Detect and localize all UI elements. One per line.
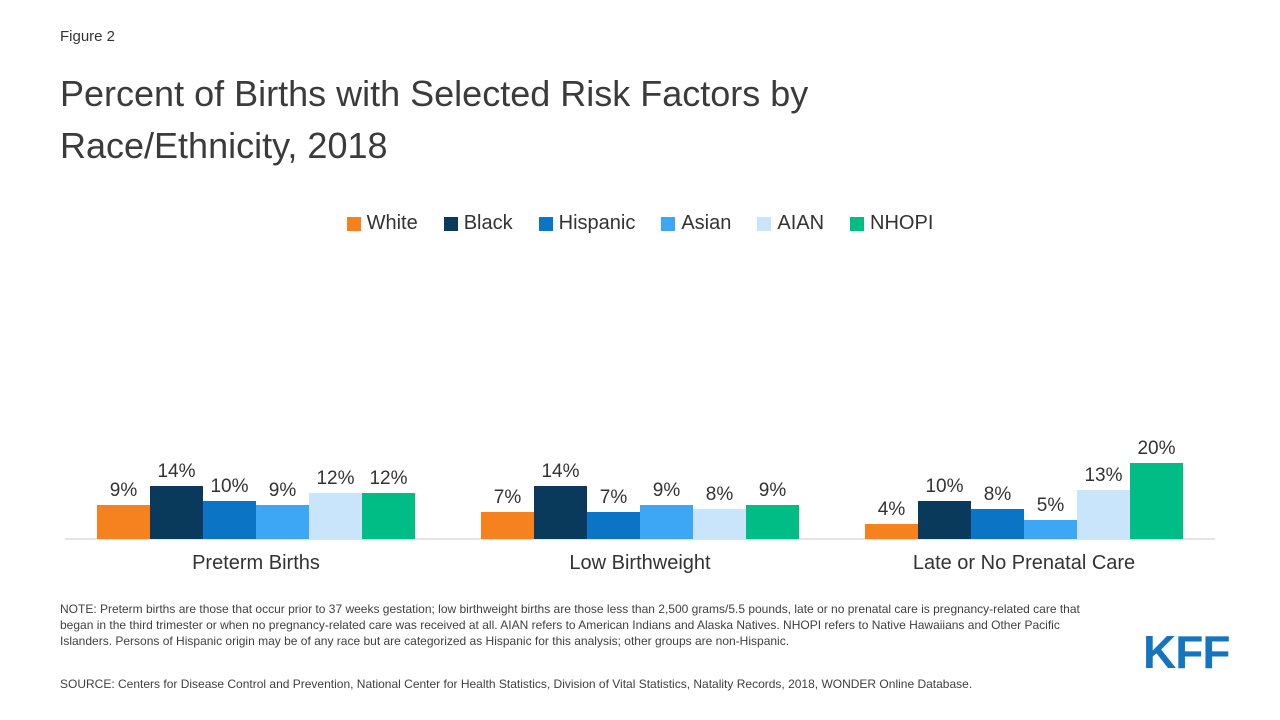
bar-white-1: 9% [97, 480, 150, 539]
bar-group-1: 9% 14% 10% 9% 12% 12% [97, 461, 415, 539]
legend-label: Black [463, 212, 513, 234]
bar-nhopi-3: 20% [1130, 438, 1183, 539]
bar-hispanic-2: 7% [587, 487, 640, 539]
legend-label: Asian [681, 212, 732, 234]
bar-rect [587, 512, 640, 539]
bar-aian-1: 12% [309, 468, 362, 539]
chart-legend: White Black Hispanic Asian AIAN NHOPI [0, 212, 1280, 235]
bar-black-3: 10% [918, 476, 971, 539]
bar-value-label: 10% [925, 476, 964, 497]
bar-rect [971, 508, 1024, 539]
bar-hispanic-3: 8% [971, 484, 1024, 539]
bar-value-label: 8% [983, 483, 1012, 505]
bar-value-label: 9% [268, 479, 297, 501]
legend-swatch-icon [661, 216, 676, 231]
bar-chart: 9% 14% 10% 9% 12% 12% 7% 14% 7% 9% 8% 9% 4% 10% 8% 5% 13… [65, 410, 1215, 540]
bar-value-label: 14% [541, 460, 580, 482]
legend-swatch-icon [538, 216, 553, 231]
bar-rect [1130, 463, 1183, 539]
bar-value-label: 7% [599, 487, 628, 509]
bar-value-label: 10% [210, 476, 249, 497]
bar-value-label: 20% [1137, 438, 1176, 459]
bar-rect [693, 508, 746, 539]
bar-asian-2: 9% [640, 480, 693, 539]
category-axis-labels: Preterm Births Low Birthweight Late or No … [65, 552, 1215, 582]
category-label-3: Late or No Prenatal Care [912, 552, 1136, 574]
bar-rect [150, 485, 203, 539]
bar-rect [362, 493, 415, 539]
bar-rect [481, 512, 534, 539]
bar-white-3: 4% [865, 499, 918, 539]
figure-number-label: Figure 2 [60, 28, 116, 45]
bar-value-label: 14% [157, 460, 196, 482]
legend-swatch-icon [443, 216, 458, 231]
bar-aian-2: 8% [693, 484, 746, 539]
bar-value-label: 9% [652, 479, 681, 501]
legend-item-nhopi: NHOPI [850, 212, 933, 235]
bar-group-3: 4% 10% 8% 5% 13% 20% [865, 438, 1183, 539]
category-label-1: Preterm Births [192, 552, 320, 574]
bar-hispanic-1: 10% [203, 476, 256, 539]
bar-value-label: 9% [758, 479, 787, 501]
x-axis-line [65, 538, 1215, 540]
legend-item-white: White [346, 212, 418, 235]
bar-rect [1024, 520, 1077, 539]
legend-item-black: Black [443, 212, 513, 235]
legend-swatch-icon [850, 216, 865, 231]
legend-label: NHOPI [870, 212, 934, 234]
bar-rect [309, 493, 362, 539]
bar-value-label: 7% [493, 487, 522, 509]
bar-rect [918, 501, 971, 539]
page-title: Percent of Births with Selected Risk Fac… [60, 73, 809, 167]
bar-aian-3: 13% [1077, 465, 1130, 539]
bar-black-2: 14% [534, 461, 587, 539]
bar-rect [865, 523, 918, 539]
bar-value-label: 12% [369, 468, 408, 490]
bar-nhopi-1: 12% [362, 468, 415, 539]
legend-label: White [366, 212, 418, 234]
bar-rect [640, 504, 693, 539]
bar-group-2: 7% 14% 7% 9% 8% 9% [481, 461, 799, 539]
bar-asian-3: 5% [1024, 495, 1077, 539]
legend-label: AIAN [777, 212, 825, 234]
category-label-2: Low Birthweight [569, 552, 711, 574]
legend-item-aian: AIAN [757, 212, 824, 235]
legend-swatch-icon [757, 216, 772, 231]
kff-logo: KFF [1143, 626, 1230, 678]
note-text: NOTE: Preterm births are those that occu… [60, 602, 1080, 648]
bar-asian-1: 9% [256, 480, 309, 539]
bar-white-2: 7% [481, 487, 534, 539]
legend-item-hispanic: Hispanic [538, 212, 636, 235]
bar-value-label: 13% [1084, 464, 1123, 486]
bar-rect [97, 504, 150, 539]
bar-value-label: 8% [705, 483, 734, 505]
bar-nhopi-2: 9% [746, 480, 799, 539]
bar-rect [534, 485, 587, 539]
legend-item-asian: Asian [661, 212, 731, 235]
bar-value-label: 4% [877, 498, 906, 520]
bar-rect [203, 501, 256, 539]
bar-value-label: 5% [1036, 495, 1065, 516]
bar-rect [256, 504, 309, 539]
bar-rect [746, 504, 799, 539]
legend-label: Hispanic [558, 212, 636, 234]
bar-value-label: 9% [109, 479, 138, 501]
bar-rect [1077, 489, 1130, 539]
legend-swatch-icon [346, 216, 361, 231]
source-text: SOURCE: Centers for Disease Control and … [60, 677, 973, 691]
bar-black-1: 14% [150, 461, 203, 539]
bar-value-label: 12% [316, 468, 355, 490]
